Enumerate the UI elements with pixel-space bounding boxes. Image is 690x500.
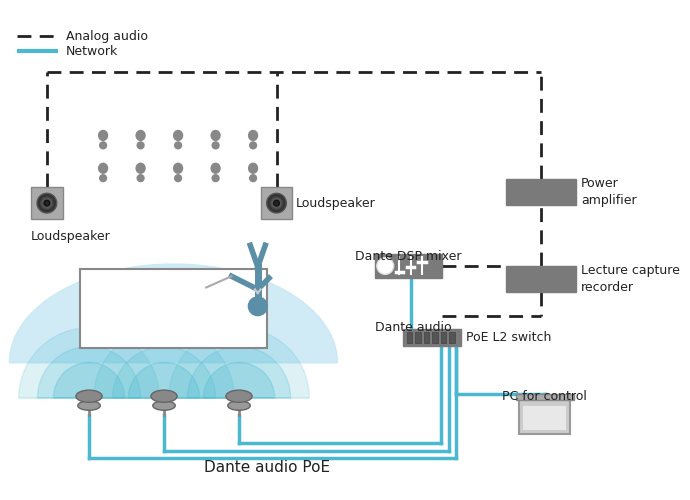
FancyBboxPatch shape [506,266,576,292]
FancyBboxPatch shape [449,332,455,343]
Circle shape [99,141,107,150]
FancyBboxPatch shape [407,332,413,343]
Polygon shape [37,346,141,398]
Text: Dante audio PoE: Dante audio PoE [204,460,331,475]
Ellipse shape [210,130,221,141]
FancyBboxPatch shape [403,328,461,345]
FancyBboxPatch shape [520,399,570,434]
Circle shape [377,258,394,274]
Text: Analog audio: Analog audio [66,30,148,43]
Polygon shape [128,362,199,398]
Ellipse shape [226,390,252,402]
Polygon shape [19,328,159,398]
Circle shape [44,200,50,206]
Circle shape [137,141,145,150]
Ellipse shape [98,130,108,141]
Polygon shape [10,264,337,362]
Circle shape [270,197,283,209]
Ellipse shape [135,130,146,141]
Text: PC for control: PC for control [502,390,587,402]
Ellipse shape [248,130,258,141]
Polygon shape [188,346,290,398]
Circle shape [266,194,286,213]
Ellipse shape [173,162,184,174]
Ellipse shape [78,401,100,410]
Ellipse shape [210,162,221,174]
FancyBboxPatch shape [515,394,573,400]
Polygon shape [169,328,309,398]
Ellipse shape [228,401,250,410]
FancyBboxPatch shape [261,187,293,219]
Ellipse shape [151,390,177,402]
FancyBboxPatch shape [375,254,442,278]
Polygon shape [204,362,275,398]
Circle shape [99,174,107,182]
Polygon shape [94,328,235,398]
Ellipse shape [173,130,184,141]
Polygon shape [53,362,125,398]
Ellipse shape [98,162,108,174]
Circle shape [249,141,257,150]
FancyBboxPatch shape [506,179,576,205]
Circle shape [41,197,53,209]
Circle shape [249,174,257,182]
Circle shape [174,174,182,182]
FancyBboxPatch shape [424,332,429,343]
Text: PoE L2 switch: PoE L2 switch [466,330,551,344]
Text: Dante audio: Dante audio [375,321,451,334]
FancyBboxPatch shape [415,332,421,343]
Circle shape [248,297,267,316]
Ellipse shape [135,162,146,174]
Text: Dante DSP mixer: Dante DSP mixer [355,250,462,263]
Polygon shape [112,346,215,398]
Circle shape [174,141,182,150]
Text: Network: Network [66,45,118,58]
Ellipse shape [76,390,102,402]
FancyBboxPatch shape [31,187,63,219]
FancyBboxPatch shape [523,406,566,430]
Circle shape [211,141,219,150]
FancyBboxPatch shape [79,268,267,348]
Text: Loudspeaker: Loudspeaker [31,230,110,243]
Circle shape [37,194,57,213]
Text: Loudspeaker: Loudspeaker [295,196,375,209]
Circle shape [211,174,219,182]
Ellipse shape [152,401,175,410]
Ellipse shape [248,162,258,174]
Text: Lecture capture
recorder: Lecture capture recorder [581,264,680,294]
Circle shape [137,174,145,182]
FancyBboxPatch shape [432,332,437,343]
FancyBboxPatch shape [440,332,446,343]
Text: Power
amplifier: Power amplifier [581,177,637,207]
Circle shape [274,200,279,206]
